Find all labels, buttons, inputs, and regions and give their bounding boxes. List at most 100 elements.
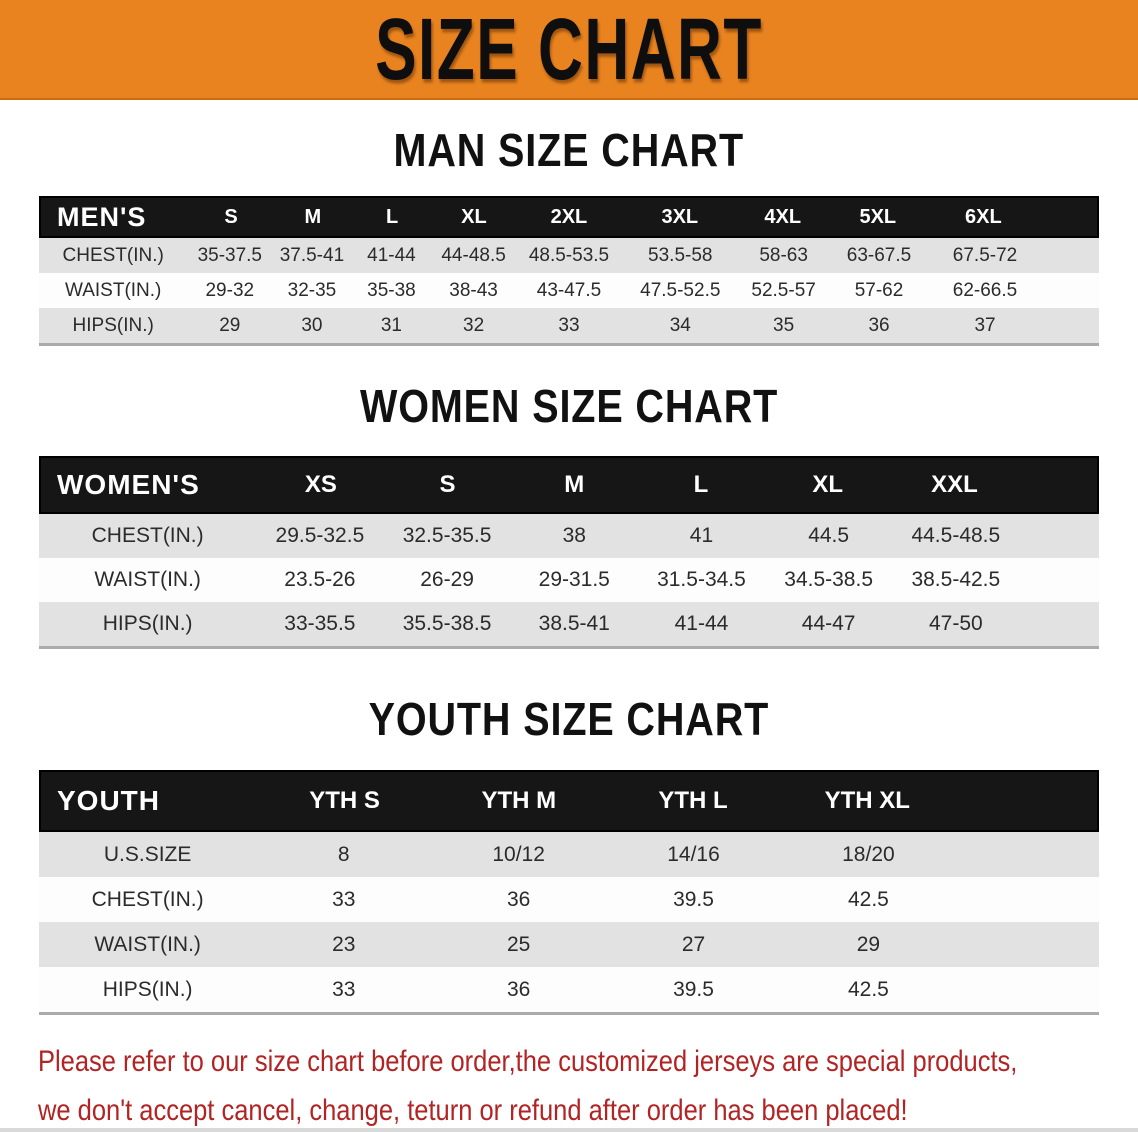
size-column-header: L (385, 205, 399, 228)
size-value-cell: 41-44 (367, 244, 416, 266)
table-row: CHEST(IN.) 33 36 39.5 42.5 (39, 877, 1099, 922)
row-spacer (1019, 558, 1099, 602)
size-value-cell: 14/16 (667, 842, 720, 866)
header-spacer (954, 772, 1097, 830)
size-value-cell: 41-44 (674, 612, 729, 635)
table-row: U.S.SIZE 8 10/12 14/16 18/20 (39, 832, 1099, 877)
size-value-cell: 37.5-41 (279, 244, 345, 266)
row-label: WAIST(IN.) (94, 932, 201, 956)
size-column-header: 5XL (859, 205, 897, 228)
size-value-cell: 29 (219, 314, 241, 336)
size-value-cell: 30 (301, 314, 323, 336)
size-value-cell: 32-35 (287, 279, 337, 301)
size-value-cell: 18/20 (842, 842, 895, 866)
size-value-cell: 25 (506, 932, 531, 956)
row-spacer (1041, 273, 1099, 308)
row-label: CHEST(IN.) (62, 244, 164, 266)
size-value-cell: 44.5 (808, 524, 850, 547)
size-value-cell: 36 (506, 887, 531, 911)
size-column-header: S (439, 471, 456, 498)
size-value-cell: 8 (337, 842, 350, 866)
size-table-header-row: YOUTH YTH S YTH M YTH L YTH XL (39, 770, 1099, 832)
size-value-cell: 41 (689, 524, 714, 547)
row-label: CHEST(IN.) (91, 524, 204, 547)
section-heading-text: YOUTH SIZE CHART (368, 693, 770, 745)
table-row: HIPS(IN.) 33 36 39.5 42.5 (39, 967, 1099, 1012)
section-heading: MAN SIZE CHART (0, 126, 1138, 174)
size-value-cell: 38.5-41 (538, 612, 610, 635)
size-value-cell: 29 (856, 932, 881, 956)
size-value-cell: 32.5-35.5 (402, 524, 492, 547)
size-value-cell: 63-67.5 (846, 244, 912, 266)
size-value-cell: 35 (773, 314, 795, 336)
size-value-cell: 27 (681, 932, 706, 956)
size-value-cell: 38.5-42.5 (911, 568, 1001, 591)
row-label: HIPS(IN.) (72, 314, 154, 336)
size-value-cell: 48.5-53.5 (528, 244, 610, 266)
table-row: WAIST(IN.) 23.5-26 26-29 29-31.5 31.5-34.5 34… (39, 558, 1099, 602)
size-value-cell: 10/12 (492, 842, 545, 866)
size-value-cell: 43-47.5 (536, 279, 602, 301)
size-value-cell: 38-43 (449, 279, 498, 301)
table-row: CHEST(IN.) 35-37.5 37.5-41 41-44 44-48.5 48.5… (39, 238, 1099, 273)
table-row: HIPS(IN.) 29 30 31 32 33 34 35 36 37 (39, 308, 1099, 343)
size-value-cell: 44-48.5 (441, 244, 506, 266)
footer-note-line-1: Please refer to our size chart before or… (38, 1045, 1018, 1078)
size-value-cell: 31 (380, 314, 402, 336)
size-table: MEN'S S M L XL 2XL 3XL 4XL 5XL 6XL CHEST(IN.) 35-37… (39, 196, 1099, 346)
size-column-header: L (693, 471, 709, 498)
size-column-header: YTH M (481, 787, 557, 814)
size-table: WOMEN'S XS S M L XL XXL CHEST(IN.) 29.5-32.5 32.5… (39, 456, 1099, 649)
size-value-cell: 39.5 (673, 887, 714, 911)
size-value-cell: 35-37.5 (197, 244, 263, 266)
size-value-cell: 57-62 (854, 279, 904, 301)
section-heading: YOUTH SIZE CHART (0, 695, 1138, 743)
row-spacer (1019, 514, 1099, 558)
size-table: YOUTH YTH S YTH M YTH L YTH XL U.S.SIZE 8 10/12… (39, 770, 1099, 1015)
row-label: U.S.SIZE (103, 842, 192, 866)
size-value-cell: 38 (562, 524, 586, 547)
row-spacer (956, 877, 1099, 922)
size-value-cell: 37 (974, 314, 996, 336)
size-value-cell: 42.5 (847, 977, 889, 1001)
size-value-cell: 42.5 (847, 887, 889, 911)
section-heading-text: WOMEN SIZE CHART (359, 380, 779, 432)
size-value-cell: 34 (669, 314, 691, 336)
size-value-cell: 47.5-52.5 (640, 279, 721, 301)
size-value-cell: 23.5-26 (284, 568, 356, 591)
row-spacer (1019, 602, 1099, 646)
size-value-cell: 33 (332, 977, 356, 1001)
size-value-cell: 29.5-32.5 (275, 524, 365, 547)
row-label: WAIST(IN.) (94, 568, 201, 591)
row-spacer (1041, 238, 1099, 273)
banner-title: SIZE CHART (375, 0, 763, 98)
size-value-cell: 36 (506, 977, 531, 1001)
size-column-header: 2XL (550, 205, 588, 228)
size-column-header: YTH L (658, 787, 728, 814)
size-value-cell: 33 (558, 314, 580, 336)
size-column-header: YTH XL (824, 787, 910, 814)
size-column-header: XL (812, 471, 844, 498)
row-spacer (956, 922, 1099, 967)
size-value-cell: 47-50 (928, 612, 983, 635)
size-value-cell: 29-31.5 (538, 568, 610, 591)
size-value-cell: 62-66.5 (952, 279, 1018, 301)
size-value-cell: 26-29 (420, 568, 474, 591)
footer-note-line-2: we don't accept cancel, change, teturn o… (38, 1094, 908, 1127)
table-corner-label: YOUTH (57, 785, 160, 816)
size-value-cell: 31.5-34.5 (657, 568, 746, 591)
size-value-cell: 35.5-38.5 (402, 612, 492, 635)
size-value-cell: 52.5-57 (751, 279, 816, 301)
table-row: CHEST(IN.) 29.5-32.5 32.5-35.5 38 41 44.5 44.5… (39, 514, 1099, 558)
size-column-header: XS (304, 471, 337, 498)
size-column-header: 6XL (965, 205, 1002, 228)
size-value-cell: 44-47 (801, 612, 856, 635)
table-row: HIPS(IN.) 33-35.5 35.5-38.5 38.5-41 41-44 44-… (39, 602, 1099, 646)
table-corner-label: WOMEN'S (57, 469, 200, 500)
size-column-header: 3XL (661, 205, 699, 228)
size-value-cell: 39.5 (673, 977, 714, 1001)
banner: SIZE CHART (0, 0, 1138, 100)
row-spacer (1041, 308, 1099, 343)
row-spacer (956, 967, 1099, 1012)
